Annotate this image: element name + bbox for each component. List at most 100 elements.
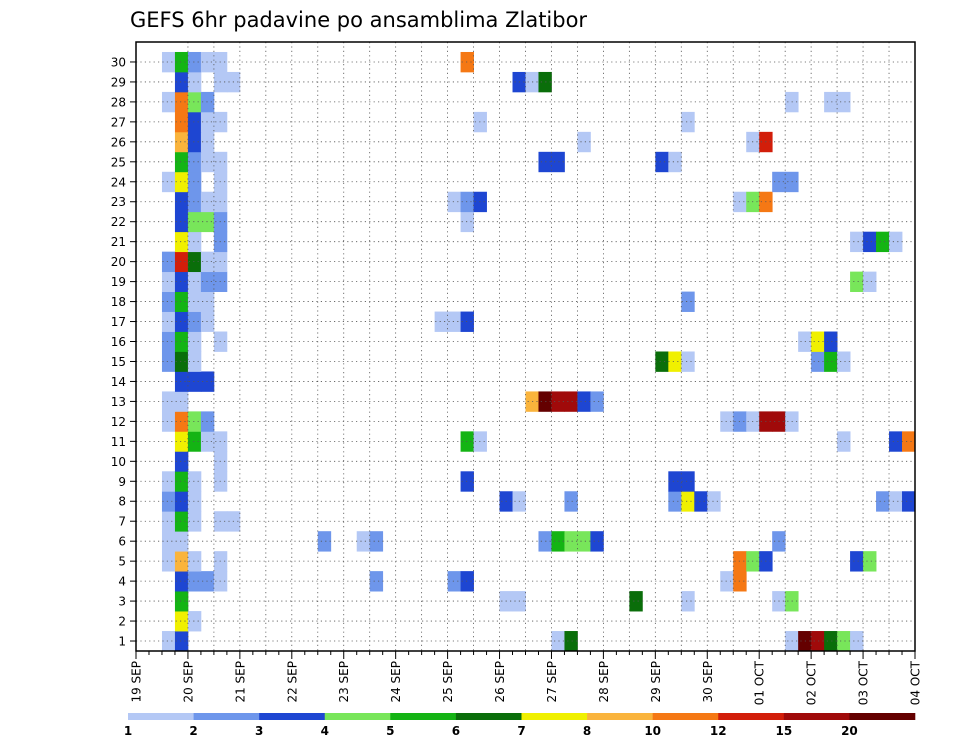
precip-cell bbox=[850, 271, 864, 292]
precip-cell bbox=[200, 291, 215, 312]
precip-cell bbox=[200, 131, 215, 153]
precip-cell bbox=[174, 231, 189, 253]
y-tick-label: 21 bbox=[111, 235, 126, 249]
y-tick-label: 8 bbox=[118, 495, 126, 509]
precip-cell bbox=[174, 411, 189, 432]
precip-cell bbox=[174, 191, 189, 213]
precip-cell bbox=[187, 51, 202, 73]
precip-cell bbox=[538, 151, 552, 173]
colorbar-segment bbox=[193, 713, 260, 720]
colorbar-segment bbox=[455, 713, 522, 720]
precip-cell bbox=[187, 271, 202, 292]
precip-cell bbox=[174, 151, 189, 173]
colorbar-segment bbox=[128, 713, 194, 720]
precip-cell bbox=[161, 251, 176, 273]
precip-cell bbox=[564, 631, 578, 652]
colorbar-segment bbox=[521, 713, 588, 720]
colorbar-segment bbox=[718, 713, 785, 720]
precip-cell bbox=[434, 311, 448, 332]
x-tick-label: 24 SEP bbox=[389, 661, 403, 703]
y-tick-label: 11 bbox=[111, 435, 126, 449]
precip-cell bbox=[447, 571, 461, 592]
precip-cell bbox=[174, 511, 189, 532]
precip-cell bbox=[200, 151, 215, 173]
precip-cell bbox=[174, 431, 189, 452]
precip-cell bbox=[889, 491, 903, 512]
precip-cell bbox=[850, 231, 864, 253]
precip-cell bbox=[811, 631, 825, 652]
precip-cell bbox=[460, 311, 474, 332]
precip-cell bbox=[174, 251, 189, 273]
precip-cell bbox=[187, 171, 202, 193]
y-tick-label: 20 bbox=[111, 255, 126, 269]
x-tick-label: 19 SEP bbox=[130, 661, 144, 703]
precip-cell bbox=[174, 271, 189, 292]
precip-cell bbox=[564, 491, 578, 512]
precip-cell bbox=[187, 511, 202, 532]
colorbar-segment bbox=[259, 713, 326, 720]
precip-cell bbox=[161, 271, 176, 292]
precip-cell bbox=[187, 371, 202, 392]
precip-cell bbox=[460, 51, 474, 73]
y-tick-label: 22 bbox=[111, 215, 126, 229]
y-tick-label: 5 bbox=[118, 555, 126, 569]
precip-cell bbox=[174, 531, 189, 552]
precip-cell bbox=[668, 491, 682, 512]
precip-cell bbox=[460, 191, 474, 213]
precip-cell bbox=[824, 331, 838, 352]
precip-cell bbox=[187, 131, 202, 153]
precip-cell bbox=[564, 531, 578, 552]
precip-cell bbox=[837, 351, 851, 372]
precip-cell bbox=[863, 231, 877, 253]
x-tick-label: 27 SEP bbox=[545, 661, 559, 703]
precip-cell bbox=[824, 631, 838, 652]
precip-cell bbox=[447, 191, 461, 213]
precip-cell bbox=[174, 571, 189, 592]
precip-cell bbox=[655, 151, 669, 173]
y-axis: 1234567891011121314151617181920212223242… bbox=[111, 55, 136, 649]
precip-cell bbox=[369, 531, 384, 552]
precip-cell bbox=[538, 531, 552, 552]
precip-cell bbox=[668, 351, 682, 372]
precip-cell bbox=[187, 111, 202, 133]
precip-cell bbox=[174, 451, 189, 472]
precip-cell bbox=[161, 311, 176, 332]
precip-cell bbox=[187, 471, 202, 492]
precip-cell bbox=[460, 211, 474, 233]
precip-cell bbox=[655, 351, 669, 372]
precip-cell bbox=[174, 311, 189, 332]
x-tick-label: 04 OCT bbox=[909, 660, 923, 705]
precip-cell bbox=[174, 551, 189, 572]
precip-cell bbox=[681, 111, 695, 133]
x-tick-label: 21 SEP bbox=[233, 661, 247, 703]
y-tick-label: 9 bbox=[118, 475, 126, 489]
precip-cell bbox=[720, 571, 734, 592]
precip-cell bbox=[902, 431, 916, 452]
precip-cell bbox=[447, 311, 461, 332]
precip-cell bbox=[551, 391, 565, 412]
precip-cell bbox=[174, 351, 189, 372]
precip-cell bbox=[200, 311, 215, 332]
precip-cell bbox=[590, 531, 604, 552]
precip-cell bbox=[577, 531, 591, 552]
precip-cell bbox=[356, 531, 371, 552]
precip-cell bbox=[200, 431, 215, 452]
x-tick-label: 22 SEP bbox=[285, 661, 299, 703]
precip-cell bbox=[863, 271, 877, 292]
precip-cell bbox=[824, 91, 838, 113]
colorbar-label: 4 bbox=[321, 724, 329, 738]
precip-cell bbox=[577, 131, 591, 153]
cells-layer bbox=[161, 51, 916, 652]
precip-cell bbox=[174, 71, 189, 93]
precip-cell bbox=[200, 51, 215, 73]
precip-cell bbox=[161, 331, 176, 352]
x-tick-label: 25 SEP bbox=[441, 661, 455, 703]
precip-cell bbox=[174, 331, 189, 352]
precip-cell bbox=[174, 611, 189, 632]
precip-cell bbox=[694, 491, 708, 512]
precip-cell bbox=[889, 231, 903, 253]
precip-cell bbox=[187, 551, 202, 572]
precip-cell bbox=[317, 531, 332, 552]
precip-cell bbox=[187, 351, 202, 372]
precip-cell bbox=[629, 591, 643, 612]
